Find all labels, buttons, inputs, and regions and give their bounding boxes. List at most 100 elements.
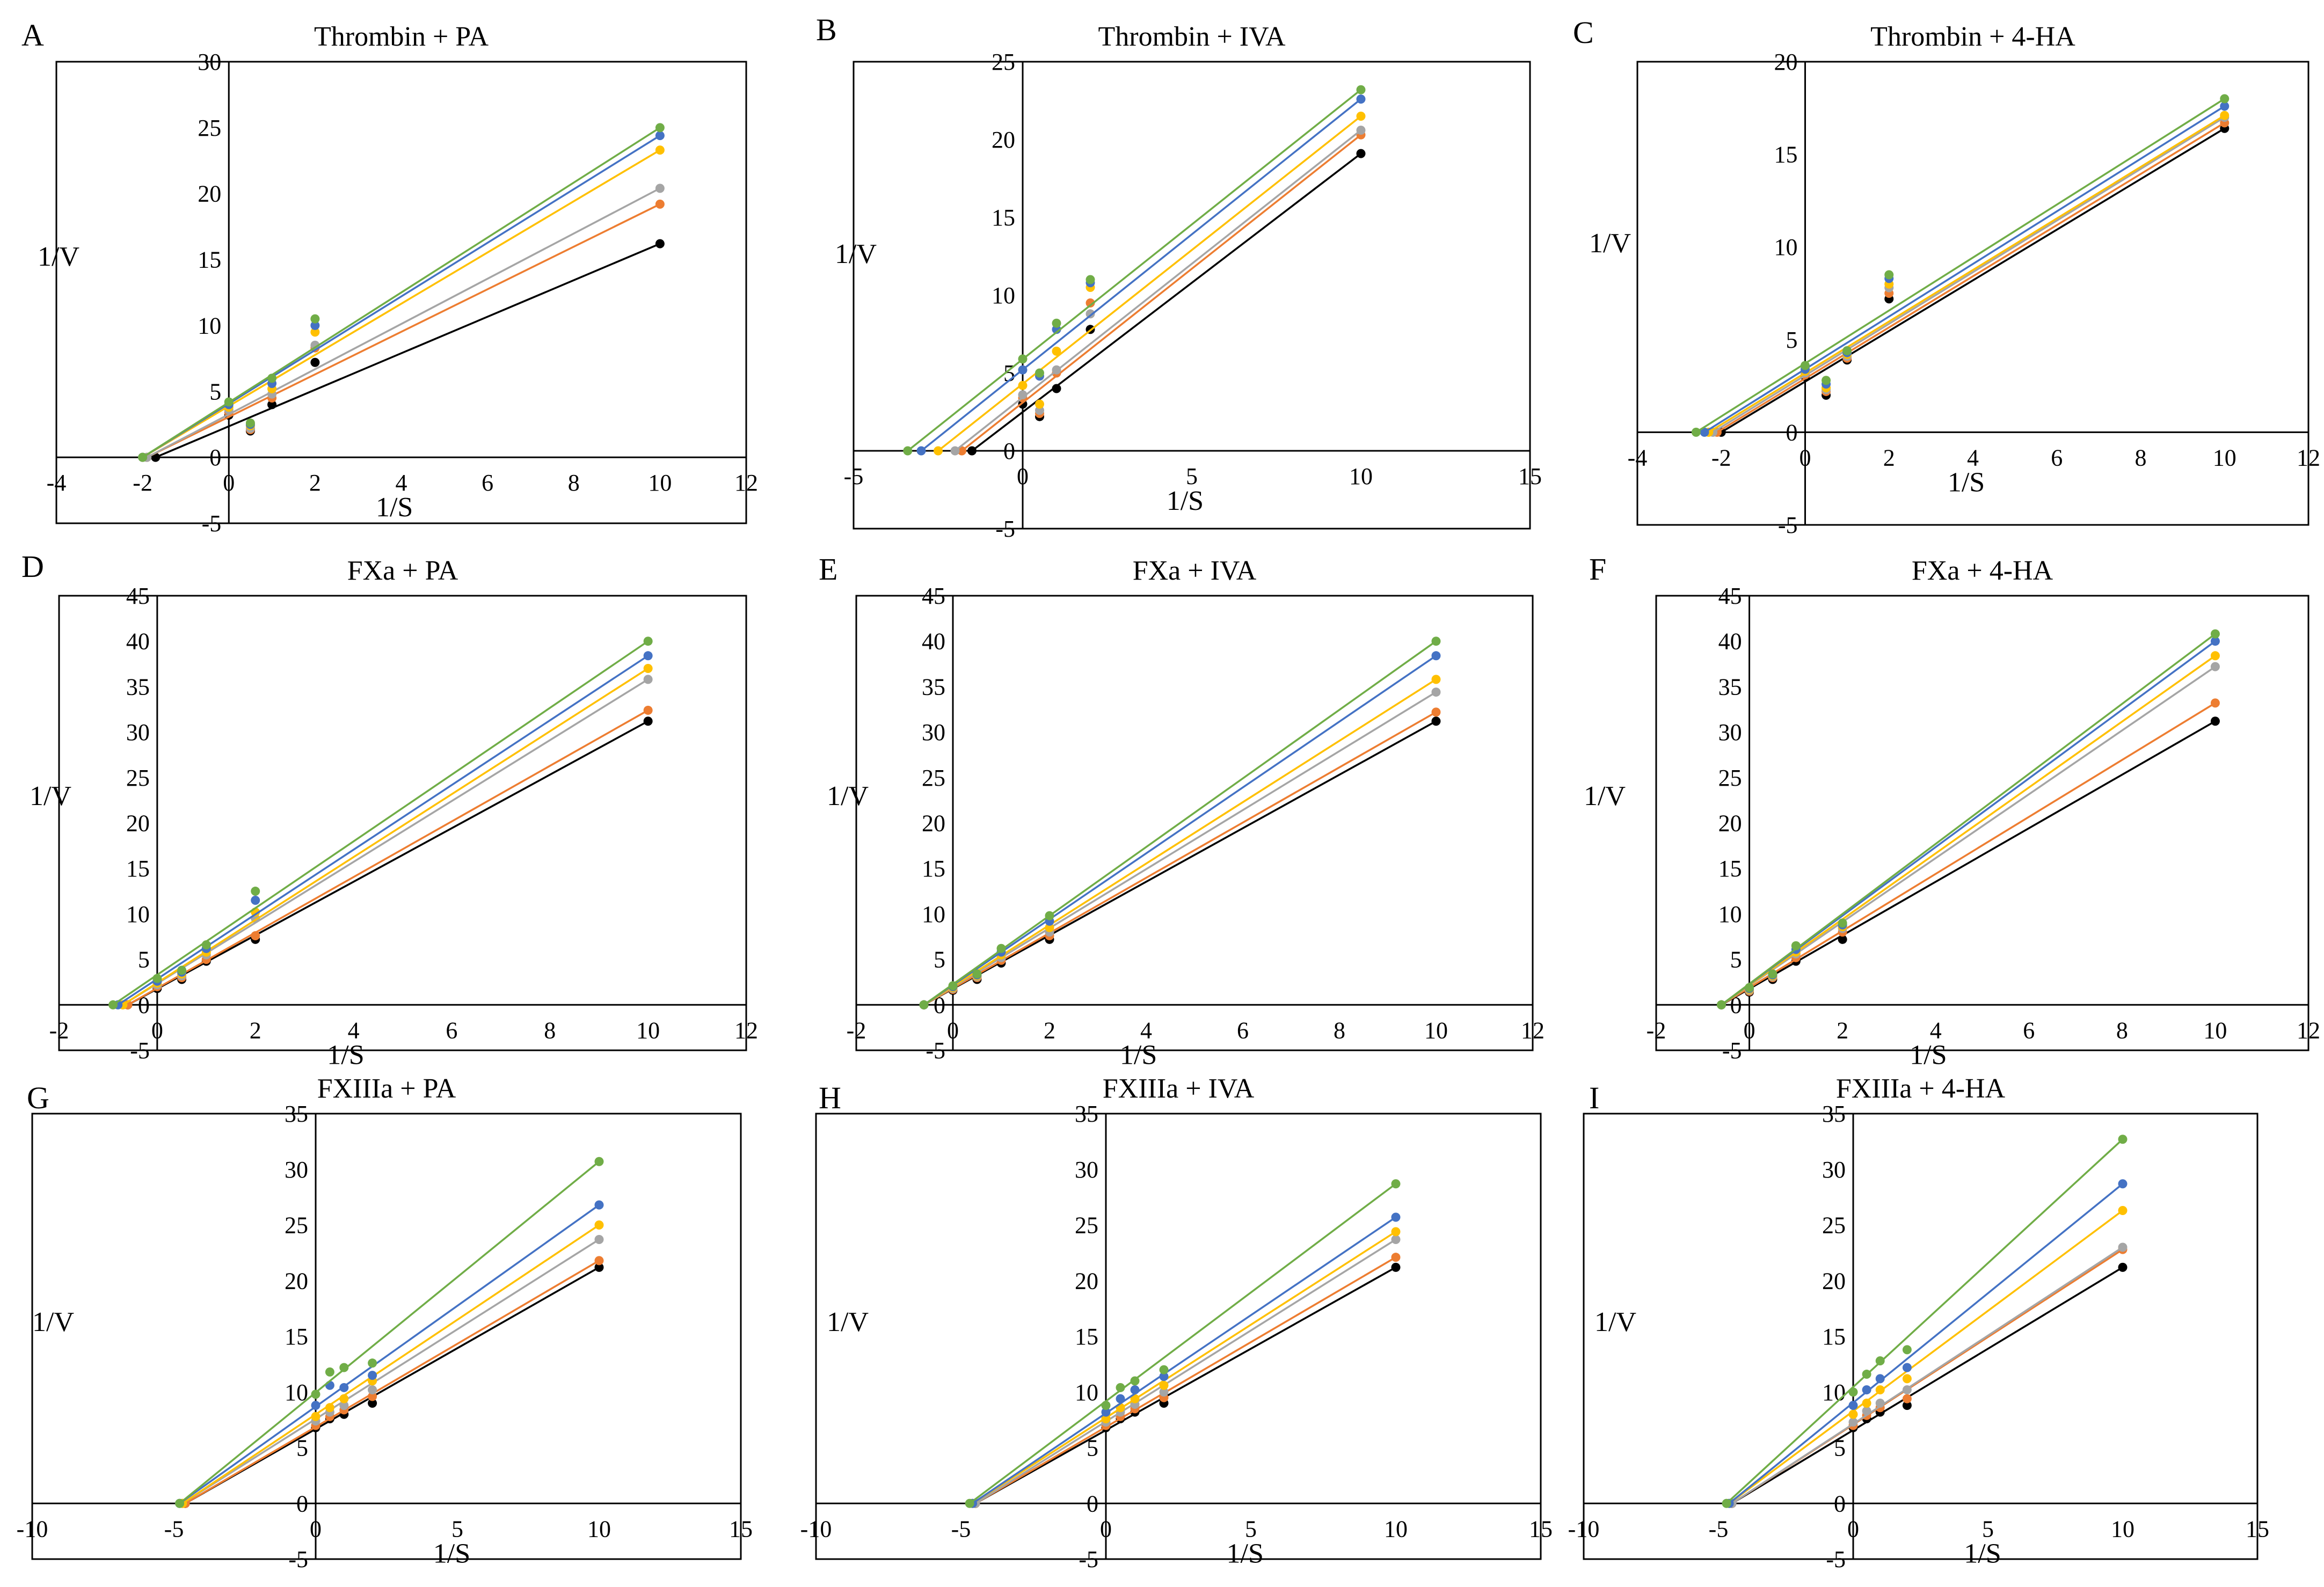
y-tick-label: 40 xyxy=(1718,628,1742,655)
y-tick-label: 0 xyxy=(1087,1490,1098,1517)
x-tick-label: 8 xyxy=(2135,444,2147,471)
x-axis-label: 1/S xyxy=(1964,1538,2001,1569)
data-point xyxy=(138,452,148,462)
x-tick-label: 0 xyxy=(1744,1017,1755,1043)
data-point xyxy=(1848,1401,1858,1410)
data-point xyxy=(1822,376,1831,385)
y-tick-label: 40 xyxy=(922,628,945,655)
series-line xyxy=(142,127,661,458)
series-line xyxy=(923,678,1437,1006)
data-point xyxy=(1902,1345,1912,1355)
data-point xyxy=(1356,94,1366,104)
data-point xyxy=(1045,911,1054,920)
x-tick-label: -4 xyxy=(1628,444,1648,471)
data-point xyxy=(1700,427,1709,437)
x-tick-label: 0 xyxy=(947,1017,959,1043)
data-point xyxy=(1431,675,1441,684)
x-tick-label: 12 xyxy=(734,470,758,496)
plot-frame xyxy=(1583,1113,2259,1560)
data-point xyxy=(1884,270,1894,280)
y-tick-label: 0 xyxy=(1003,438,1015,464)
data-point xyxy=(1431,707,1441,717)
data-point xyxy=(339,1363,349,1372)
x-tick-label: 15 xyxy=(1529,1516,1553,1542)
data-point xyxy=(1356,126,1366,135)
y-tick-label: 15 xyxy=(1718,855,1742,882)
y-tick-label: 20 xyxy=(1075,1268,1098,1294)
data-point xyxy=(1848,1409,1858,1419)
x-tick-label: 0 xyxy=(223,470,235,496)
x-axis-label: 1/S xyxy=(376,492,413,523)
y-tick-label: 30 xyxy=(1075,1157,1098,1183)
data-point xyxy=(1085,298,1095,308)
data-point xyxy=(2210,629,2220,639)
data-point xyxy=(1085,309,1095,319)
x-tick-label: 2 xyxy=(309,470,321,496)
x-tick-label: -2 xyxy=(133,470,152,496)
data-point xyxy=(1101,1414,1111,1424)
y-tick-label: 35 xyxy=(126,674,150,700)
data-point xyxy=(2210,698,2220,708)
x-tick-label: 12 xyxy=(2297,444,2320,471)
y-tick-label: -5 xyxy=(926,1037,945,1064)
data-point xyxy=(594,1262,604,1272)
y-tick-label: 20 xyxy=(992,127,1015,153)
data-point xyxy=(245,418,255,428)
y-tick-label: 10 xyxy=(1718,901,1742,927)
data-point xyxy=(1052,384,1061,393)
x-tick-label: 15 xyxy=(1518,463,1542,489)
series-line xyxy=(975,1256,1396,1504)
x-tick-label: -2 xyxy=(1711,444,1731,471)
y-axis-label: 1/V xyxy=(1594,1307,1636,1337)
data-point xyxy=(967,446,977,456)
series-line xyxy=(920,98,1362,452)
chart-title: FXa + PA xyxy=(347,555,458,586)
x-tick-label: -2 xyxy=(1647,1017,1666,1043)
y-tick-label: 5 xyxy=(1834,1435,1846,1461)
data-point xyxy=(1018,365,1028,375)
y-tick-label: 20 xyxy=(1774,49,1798,75)
x-tick-label: 6 xyxy=(482,470,493,496)
x-tick-label: 5 xyxy=(451,1516,463,1542)
panel-letter: G xyxy=(27,1080,49,1115)
data-point xyxy=(1902,1394,1912,1403)
data-point xyxy=(643,675,653,684)
y-tick-label: 15 xyxy=(992,204,1015,231)
x-axis-label: 1/S xyxy=(1910,1040,1947,1070)
data-point xyxy=(2210,637,2220,646)
y-tick-label: 5 xyxy=(1786,327,1798,353)
data-point xyxy=(1431,716,1441,726)
data-point xyxy=(368,1371,377,1380)
x-tick-label: 8 xyxy=(2116,1017,2128,1043)
series-line xyxy=(117,655,649,1006)
series-line xyxy=(1728,1183,2124,1504)
y-tick-label: 10 xyxy=(1774,234,1798,260)
data-point xyxy=(2220,101,2230,111)
series-line xyxy=(181,1238,600,1504)
panel-c: -4 -2 0 2 4 6 8 10 12 -5 0 5 10 15 20 Thrombin + 4-HA C 1… xyxy=(1573,15,2320,538)
y-tick-label: 15 xyxy=(285,1323,308,1350)
x-tick-label: 5 xyxy=(1245,1516,1257,1542)
y-tick-label: 25 xyxy=(992,49,1015,75)
data-point xyxy=(1801,361,1810,370)
data-point xyxy=(2210,716,2220,726)
y-tick-label: 5 xyxy=(1730,947,1742,973)
plot-frame xyxy=(855,595,1534,1051)
y-tick-label: 35 xyxy=(1075,1101,1098,1127)
series-line xyxy=(972,1216,1396,1504)
x-tick-label: -5 xyxy=(844,463,864,489)
y-axis-label: 1/V xyxy=(38,242,79,272)
data-point xyxy=(1130,1385,1140,1395)
y-axis-label: 1/V xyxy=(827,781,869,811)
series-line xyxy=(975,1238,1396,1504)
data-point xyxy=(1902,1363,1912,1372)
series-line xyxy=(907,89,1362,452)
data-point xyxy=(1902,1374,1912,1384)
chart-title: FXIIIa + 4-HA xyxy=(1836,1073,2006,1104)
series-line xyxy=(179,1160,600,1504)
data-point xyxy=(655,199,665,209)
x-tick-label: 2 xyxy=(1044,1017,1055,1043)
